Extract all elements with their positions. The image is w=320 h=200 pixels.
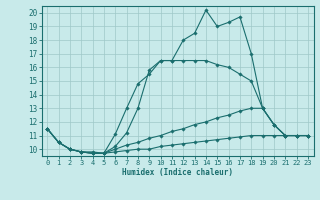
X-axis label: Humidex (Indice chaleur): Humidex (Indice chaleur) [122,168,233,177]
